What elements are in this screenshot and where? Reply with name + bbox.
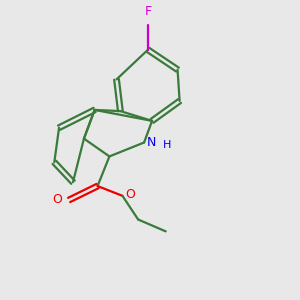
- Text: O: O: [52, 194, 62, 206]
- Text: H: H: [163, 140, 172, 151]
- Text: N: N: [147, 136, 156, 149]
- Text: O: O: [125, 188, 135, 201]
- Text: F: F: [144, 5, 152, 18]
